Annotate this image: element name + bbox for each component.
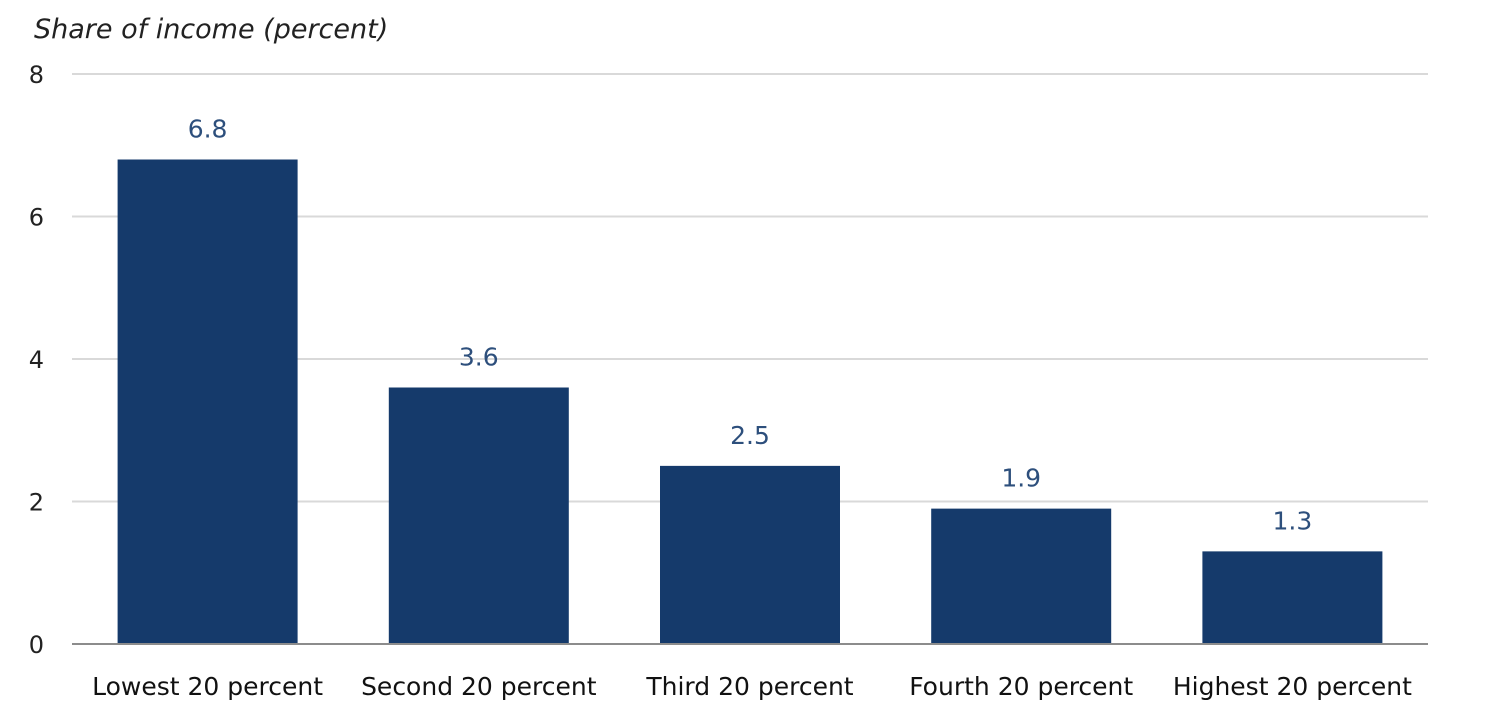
x-tick-label: Highest 20 percent <box>1173 672 1412 701</box>
y-tick-label: 0 <box>29 631 44 659</box>
data-label: 1.3 <box>1273 506 1313 535</box>
y-tick-label: 8 <box>29 61 44 89</box>
bar <box>660 465 840 644</box>
data-label: 1.9 <box>1001 464 1041 493</box>
x-tick-label: Fourth 20 percent <box>909 672 1133 701</box>
y-axis-title: Share of income (percent) <box>34 14 389 45</box>
y-tick-label: 2 <box>29 489 44 517</box>
bar <box>388 387 569 644</box>
x-tick-label: Lowest 20 percent <box>92 672 323 701</box>
x-tick-label: Second 20 percent <box>361 672 597 701</box>
y-tick-label: 6 <box>29 204 44 232</box>
data-label: 3.6 <box>459 343 499 372</box>
bar <box>931 508 1112 644</box>
data-label: 2.5 <box>730 421 770 450</box>
x-tick-label: Third 20 percent <box>645 672 853 701</box>
bar <box>1202 551 1383 644</box>
y-tick-label: 4 <box>29 346 44 374</box>
data-label: 6.8 <box>188 115 228 144</box>
bar <box>117 159 298 644</box>
